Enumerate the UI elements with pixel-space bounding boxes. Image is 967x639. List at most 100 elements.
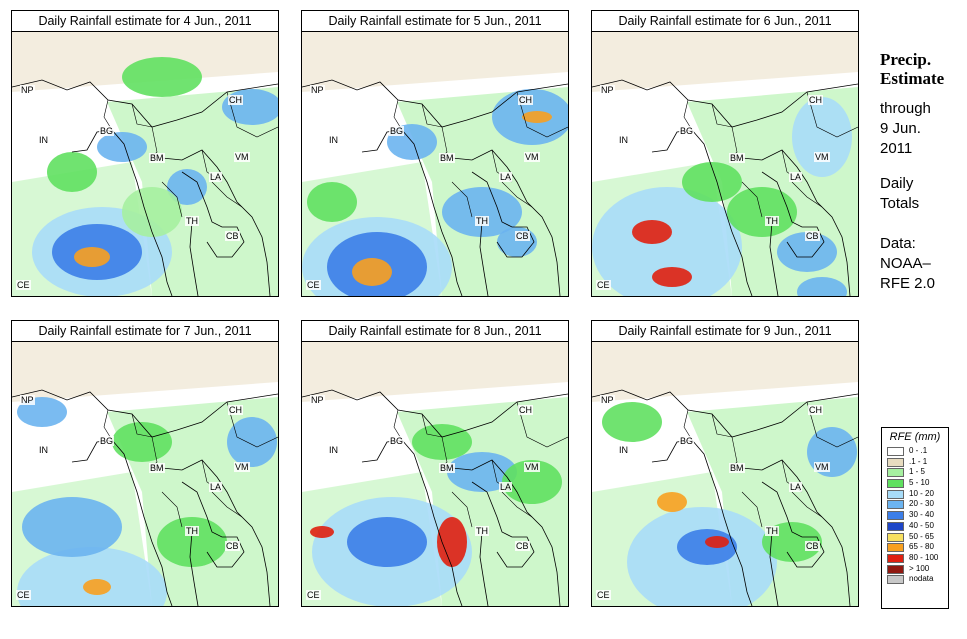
legend-swatch [887,553,904,563]
country-label: NP [600,85,615,95]
legend-label: 0 - .1 [909,446,928,455]
country-label: LA [209,482,223,492]
legend-label: 65 - 80 [909,542,934,552]
country-label: IN [38,135,49,145]
legend-swatch [887,489,904,499]
country-label: CB [225,541,240,551]
country-label: BG [679,126,695,136]
country-label: CB [805,231,820,241]
country-label: TH [765,526,779,536]
country-label: CH [518,405,533,415]
country-label: LA [499,482,513,492]
country-label: NP [310,395,325,405]
heading-line-1: Precip. [880,50,932,69]
legend-swatch [887,468,904,478]
data-product: RFE 2.0 [880,275,936,292]
country-label: CB [805,541,820,551]
rainfall-panel: Daily Rainfall estimate for 8 Jun., 2011… [301,320,569,607]
country-label: LA [789,482,803,492]
legend-item: 65 - 80 [882,542,948,553]
legend-item: .1 - 1 [882,457,948,468]
legend-label: 80 - 100 [909,552,939,562]
data-label: Data: [880,235,916,252]
legend-label: 50 - 65 [909,531,934,541]
country-label: BG [389,126,405,136]
country-label: CH [228,95,243,105]
panel-title: Daily Rainfall estimate for 8 Jun., 2011 [301,320,569,342]
country-label: VM [234,462,250,472]
through-text: through [880,100,931,117]
panel-title: Daily Rainfall estimate for 4 Jun., 2011 [11,10,279,32]
legend-label: 10 - 20 [909,488,934,498]
legend-item: 40 - 50 [882,521,948,532]
country-label: BG [99,436,115,446]
country-label: BM [729,153,745,163]
rainfall-map: NP CH IN BG BM VM LA TH CB CE [591,31,859,297]
country-label: BG [679,436,695,446]
end-date-text: 9 Jun. [880,120,921,137]
legend-item: nodata [882,574,948,585]
rainfall-panel: Daily Rainfall estimate for 6 Jun., 2011… [591,10,859,297]
rainfall-panel: Daily Rainfall estimate for 5 Jun., 2011… [301,10,569,297]
legend-item: 30 - 40 [882,510,948,521]
legend-title: RFE (mm) [889,431,941,443]
country-label: IN [328,445,339,455]
country-label: CB [515,231,530,241]
legend-label: 30 - 40 [909,510,934,520]
rainfall-map: NP CH IN BG BM VM LA TH CB CE [591,341,859,607]
legend-label: nodata [909,574,934,584]
legend-swatch [887,543,904,553]
totals-text: Totals [880,195,920,212]
legend-label: 40 - 50 [909,520,934,530]
country-label: VM [524,462,540,472]
legend-item: 10 - 20 [882,489,948,500]
data-source: NOAA– [880,255,931,272]
legend-label: 5 - 10 [909,478,930,488]
country-label: BG [99,126,115,136]
rainfall-map: NP CH IN BG BM VM LA TH CB CE [11,341,279,607]
country-label: TH [185,216,199,226]
country-label: VM [234,152,250,162]
rainfall-panel: Daily Rainfall estimate for 9 Jun., 2011… [591,320,859,607]
country-label: TH [475,216,489,226]
country-label: CE [596,590,611,600]
rainfall-panel: Daily Rainfall estimate for 4 Jun., 2011… [11,10,279,297]
country-label: IN [38,445,49,455]
country-label: CE [596,280,611,290]
legend-label: .1 - 1 [909,456,928,466]
country-label: BG [389,436,405,446]
legend-swatch [887,457,904,467]
country-label: CE [306,280,321,290]
country-label: CH [228,405,243,415]
legend-item: 20 - 30 [882,499,948,510]
country-label: IN [328,135,339,145]
legend-item: 50 - 65 [882,532,948,543]
legend-item: 80 - 100 [882,553,948,564]
country-label: BM [729,463,745,473]
country-label: TH [765,216,779,226]
country-label: CH [808,95,823,105]
country-label: LA [209,172,223,182]
legend-label: > 100 [909,563,930,573]
panel-title: Daily Rainfall estimate for 6 Jun., 2011 [591,10,859,32]
country-label: NP [310,85,325,95]
country-label: VM [524,152,540,162]
legend-item: 0 - .1 [882,446,948,457]
country-label: NP [20,395,35,405]
country-label: CE [306,590,321,600]
legend-swatch [887,447,904,456]
legend-item: 5 - 10 [882,478,948,489]
country-label: VM [814,462,830,472]
country-label: IN [618,135,629,145]
country-label: VM [814,152,830,162]
country-label: IN [618,445,629,455]
panel-title: Daily Rainfall estimate for 9 Jun., 2011 [591,320,859,342]
country-label: BM [149,153,165,163]
rainfall-map: NP CH IN BG BM VM LA TH CB CE [301,341,569,607]
legend-label: 1 - 5 [909,467,926,477]
rainfall-panel: Daily Rainfall estimate for 7 Jun., 2011… [11,320,279,607]
legend-swatch [887,500,904,510]
country-label: LA [789,172,803,182]
country-label: CH [808,405,823,415]
